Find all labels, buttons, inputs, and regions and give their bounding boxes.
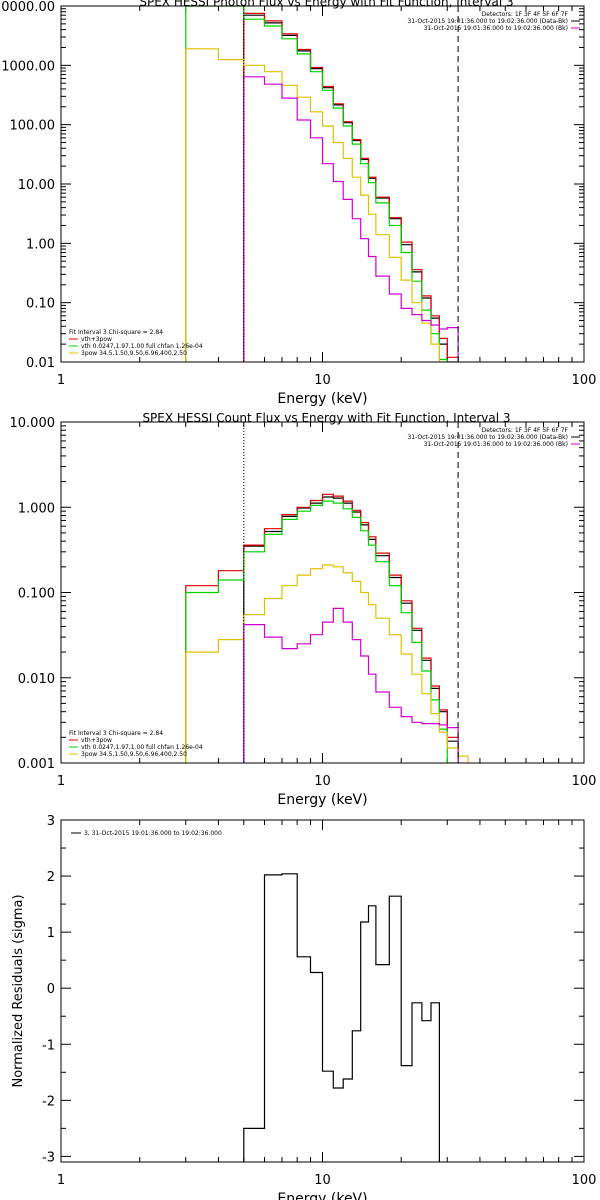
legend-fit-item: vth+3pow — [81, 737, 112, 744]
y-tick-label: 100.00 — [10, 119, 56, 134]
y-tick-label: 3 — [47, 814, 55, 829]
x-tick-label: 1 — [57, 1173, 65, 1188]
legend-fit-header: Fit Interval 3 Chi-square = 2.84 — [69, 329, 163, 336]
y-tick-label: 0.10 — [26, 297, 55, 312]
legend-top-right-item: Detectors: 1F 3F 4F 5F 6F 7F — [482, 427, 569, 434]
y-tick-label: 0.01 — [26, 356, 55, 371]
x-tick-label: 1 — [57, 774, 65, 789]
legend-top-right-item: 31-Oct-2015 19:01:36.000 to 19:02:36.000… — [424, 441, 568, 448]
x-axis-label: Energy (keV) — [277, 792, 367, 808]
y-tick-label: 2 — [47, 870, 55, 885]
y-tick-label: 1000.00 — [1, 59, 55, 74]
y-tick-label: 0 — [47, 982, 55, 997]
legend-top-right-item: 31-Oct-2015 19:01:36.000 to 19:02:36.000… — [407, 434, 568, 441]
plot-frame — [60, 5, 585, 363]
legend-fit-item: vth 0.0247,1.97,1.00 full chfan 1.26e-04 — [81, 343, 203, 350]
chart-title: SPEX HESSI Photon Flux vs Energy with Fi… — [139, 0, 513, 9]
legend-top-right-item: 31-Oct-2015 19:01:36.000 to 19:02:36.000… — [407, 18, 568, 25]
y-tick-label: 10.00 — [18, 178, 55, 193]
x-axis-label: Energy (keV) — [277, 391, 367, 407]
series-group — [185, 6, 459, 362]
y-tick-label: -2 — [42, 1094, 55, 1109]
y-tick-label: -1 — [42, 1038, 55, 1053]
plot-frame — [60, 421, 585, 764]
x-tick-label: 100 — [572, 774, 597, 789]
x-tick-label: 100 — [572, 1173, 597, 1188]
y-tick-label: 0.100 — [18, 587, 55, 602]
y-axis-label: Normalized Residuals (sigma) — [11, 894, 26, 1087]
legend-top-right-item: Detectors: 1F 3F 4F 5F 6F 7F — [482, 11, 569, 18]
y-tick-label: 10.000 — [10, 416, 56, 431]
series-group — [185, 493, 469, 763]
legend-item: 3, 31-Oct-2015 19:01:36.000 to 19:02:36.… — [84, 830, 222, 837]
chart-2: SPEX HESSI Count Flux vs Energy with Fit… — [10, 411, 597, 808]
x-axis-label: Energy (keV) — [277, 1191, 367, 1200]
series-5-line — [243, 76, 459, 362]
legend-fit-item: vth 0.0247,1.97,1.00 full chfan 1.26e-04 — [81, 744, 203, 751]
series-group — [243, 873, 440, 1162]
series-3-line — [185, 500, 459, 763]
x-tick-label: 10 — [314, 774, 331, 789]
legend-fit-item: 3pow 34.5,1.50,9.50,6.96,400,2.50 — [81, 350, 187, 357]
legend-fit-item: vth+3pow — [81, 336, 112, 343]
y-tick-label: 1.00 — [26, 237, 55, 252]
series-4-line — [185, 564, 469, 763]
x-tick-label: 10 — [314, 1173, 331, 1188]
chart-1: SPEX HESSI Photon Flux vs Energy with Fi… — [1, 0, 596, 407]
y-tick-label: 0000.00 — [1, 0, 55, 15]
x-tick-label: 100 — [572, 373, 597, 388]
series-4-line — [185, 48, 448, 362]
series-3-line — [185, 6, 448, 362]
x-tick-label: 10 — [314, 373, 331, 388]
x-tick-label: 1 — [57, 373, 65, 388]
legend-fit-header: Fit Interval 3 Chi-square = 2.84 — [69, 730, 163, 737]
series-2-line — [185, 493, 459, 763]
y-tick-label: 1.000 — [18, 501, 55, 516]
plot-frame — [60, 819, 585, 1163]
y-tick-label: 0.010 — [18, 672, 55, 687]
y-tick-label: 0.001 — [18, 757, 55, 772]
y-tick-label: 1 — [47, 926, 55, 941]
chart-title: SPEX HESSI Count Flux vs Energy with Fit… — [142, 411, 510, 425]
legend-fit-item: 3pow 34.5,1.50,9.50,6.96,400,2.50 — [81, 751, 187, 758]
series-1-line — [243, 873, 440, 1162]
series-5-line — [243, 607, 459, 763]
legend-top-right-item: 31-Oct-2015 19:01:36.000 to 19:02:36.000… — [424, 25, 568, 32]
y-tick-label: -3 — [42, 1150, 55, 1165]
